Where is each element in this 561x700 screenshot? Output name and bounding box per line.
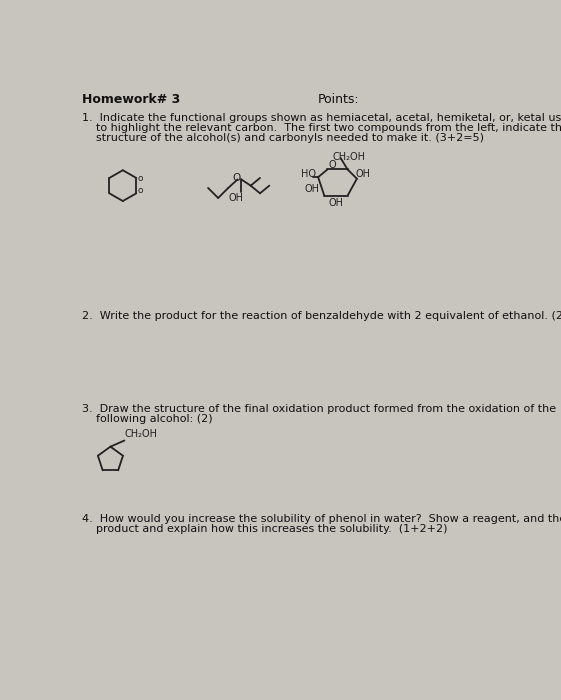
Text: HO: HO [301, 169, 316, 179]
Text: Homework# 3: Homework# 3 [82, 93, 180, 106]
Text: 1.  Indicate the functional groups shown as hemiacetal, acetal, hemiketal, or, k: 1. Indicate the functional groups shown … [82, 113, 561, 123]
Text: 2.  Write the product for the reaction of benzaldehyde with 2 equivalent of etha: 2. Write the product for the reaction of… [82, 311, 561, 321]
Text: OH: OH [328, 198, 343, 208]
Text: CH₂OH: CH₂OH [332, 152, 365, 162]
Text: O: O [328, 160, 336, 170]
Text: 4.  How would you increase the solubility of phenol in water?  Show a reagent, a: 4. How would you increase the solubility… [82, 514, 561, 524]
Text: structure of the alcohol(s) and carbonyls needed to make it. (3+2=5): structure of the alcohol(s) and carbonyl… [82, 133, 484, 144]
Text: o: o [138, 174, 143, 183]
Text: following alcohol: (2): following alcohol: (2) [82, 414, 213, 424]
Text: 3.  Draw the structure of the final oxidation product formed from the oxidation : 3. Draw the structure of the final oxida… [82, 403, 556, 414]
Text: to highlight the relevant carbon.  The first two compounds from the left, indica: to highlight the relevant carbon. The fi… [82, 123, 561, 133]
Text: O: O [233, 174, 241, 183]
Text: o: o [138, 186, 143, 195]
Text: Points:: Points: [318, 93, 360, 106]
Text: OH: OH [355, 169, 370, 179]
Text: OH: OH [228, 193, 243, 203]
Text: product and explain how this increases the solubility.  (1+2+2): product and explain how this increases t… [82, 524, 447, 533]
Text: OH: OH [304, 184, 319, 194]
Text: CH₂OH: CH₂OH [125, 429, 158, 440]
